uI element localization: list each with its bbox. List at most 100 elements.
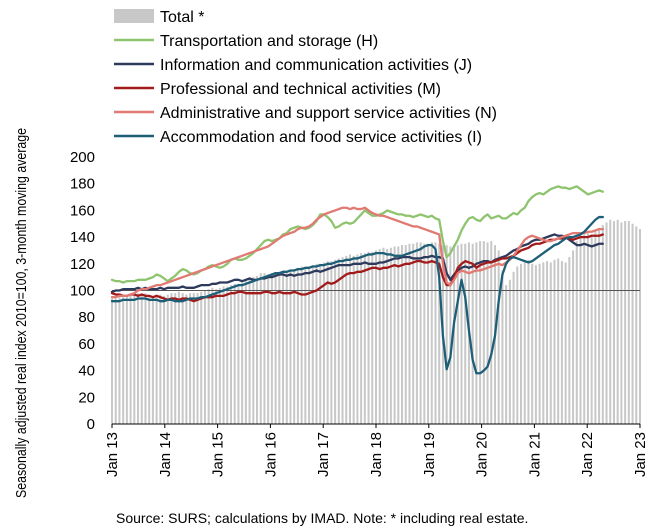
bar-total (237, 283, 240, 424)
bar-total (296, 267, 299, 424)
series-line-accommodation (110, 215, 604, 375)
bar-total (635, 226, 638, 424)
bar-total (203, 290, 206, 424)
bar-total (601, 225, 604, 424)
legend-label-transport: Transportation and storage (H) (160, 33, 378, 50)
bar-total (438, 243, 441, 424)
bar-total (505, 285, 508, 424)
x-tick-label: Jan 15 (210, 432, 227, 477)
x-tick-labels: Jan 13 Jan 14 Jan 15 Jan 16 Jan 17 Jan 18 Jan … (104, 424, 649, 477)
y-tick-label: 140 (70, 229, 95, 246)
bar-total (460, 243, 463, 424)
bar-total (453, 245, 456, 424)
bar-total (334, 259, 337, 424)
bar-total (609, 219, 612, 424)
y-tick-label: 80 (78, 309, 95, 326)
bar-total (256, 275, 259, 424)
bar-total (568, 257, 571, 425)
bar-total (575, 241, 578, 424)
bar-total (311, 265, 314, 424)
legend-label-administrative: Administrative and support service activ… (160, 105, 497, 122)
bar-total (401, 245, 404, 424)
bar-total (356, 254, 359, 424)
bar-total (594, 230, 597, 424)
y-tick-label: 100 (70, 283, 95, 300)
legend: Total * Transportation and storage (H) I… (114, 9, 497, 146)
bar-total (148, 295, 151, 424)
bar-total (185, 294, 188, 424)
bar-total (371, 251, 374, 424)
bar-total (133, 294, 136, 424)
series-line-professional (110, 233, 604, 303)
bar-total (129, 294, 132, 424)
bar-total (464, 243, 467, 424)
bar-total (282, 270, 285, 424)
bar-total (226, 286, 229, 424)
bar-total (341, 257, 344, 425)
bar-total (557, 258, 560, 424)
bar-total (408, 243, 411, 424)
y-tick-labels: 0 20 40 60 80 100 120 140 160 180 200 (70, 149, 95, 433)
x-tick-label: Jan 17 (315, 432, 332, 477)
series-lines (110, 185, 604, 375)
bar-total (229, 285, 232, 424)
bar-total (598, 227, 601, 424)
bar-total (330, 261, 333, 424)
series-line-administrative (110, 206, 604, 299)
bar-total (579, 235, 582, 424)
bar-total (177, 291, 180, 424)
bar-total (200, 291, 203, 424)
bar-total (259, 273, 262, 424)
bar-total (304, 267, 307, 424)
bar-total (627, 221, 630, 424)
bar-total (211, 287, 214, 424)
bar-total (125, 295, 128, 424)
bar-total (586, 233, 589, 424)
bar-total (293, 269, 296, 424)
bar-total (163, 295, 166, 424)
x-tick-label: Jan 21 (526, 432, 543, 477)
y-tick-label: 160 (70, 202, 95, 219)
bar-total (590, 234, 593, 424)
bar-total (285, 271, 288, 424)
x-tick-label: Jan 16 (262, 432, 279, 477)
bar-total (389, 247, 392, 424)
bar-total (170, 293, 173, 424)
bar-total (192, 293, 195, 424)
y-axis-title: Seasonally adjusted real index 2010=100,… (13, 128, 30, 498)
bar-total (564, 262, 567, 424)
y-tick-label: 180 (70, 176, 95, 193)
y-tick-label: 40 (78, 363, 95, 380)
bar-total (233, 283, 236, 424)
bar-total (605, 222, 608, 424)
bar-total (553, 259, 556, 424)
bar-total (471, 243, 474, 424)
bar-total (267, 274, 270, 424)
bar-total (263, 273, 266, 424)
x-tick-label: Jan 19 (421, 432, 438, 477)
bar-total (583, 234, 586, 424)
bar-total (479, 241, 482, 424)
bar-total (155, 294, 158, 424)
bar-total (497, 250, 500, 424)
bar-total (508, 279, 511, 424)
legend-label-accommodation: Accommodation and food service activitie… (160, 129, 482, 146)
y-tick-label: 200 (70, 149, 95, 166)
bar-total (241, 282, 244, 424)
bar-total (118, 297, 121, 424)
bar-total (326, 261, 329, 424)
bar-total (542, 262, 545, 424)
bar-total (270, 273, 273, 424)
bar-total (572, 250, 575, 424)
bar-total (382, 247, 385, 424)
bar-total (538, 263, 541, 424)
bar-total (166, 294, 169, 424)
bar-total (207, 289, 210, 424)
bar-total (110, 298, 114, 424)
bar-total (412, 243, 415, 424)
bar-total (534, 265, 537, 424)
bar-total (174, 293, 177, 424)
x-tick-label: Jan 13 (104, 432, 121, 477)
